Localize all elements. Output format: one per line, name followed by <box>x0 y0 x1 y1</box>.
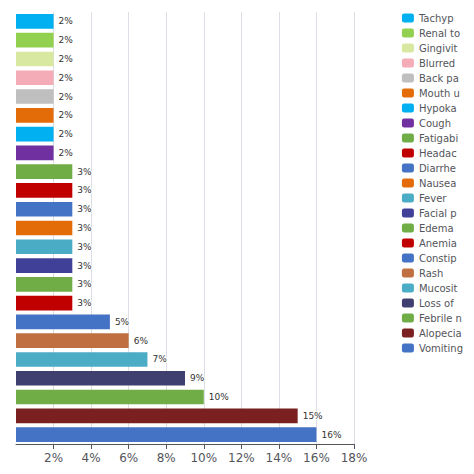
svg-text:2%: 2% <box>59 54 74 64</box>
svg-text:3%: 3% <box>77 242 92 252</box>
svg-text:3%: 3% <box>77 167 92 177</box>
svg-text:Tachyp: Tachyp <box>418 13 454 24</box>
svg-text:15%: 15% <box>303 411 323 421</box>
svg-text:Febrile n: Febrile n <box>419 313 462 324</box>
svg-text:Nausea: Nausea <box>419 178 456 189</box>
svg-text:Facial p: Facial p <box>419 208 457 219</box>
svg-text:Fever: Fever <box>419 193 447 204</box>
svg-text:Back pa: Back pa <box>419 73 459 84</box>
svg-text:Mouth u: Mouth u <box>419 88 460 99</box>
svg-text:Renal to: Renal to <box>419 28 460 39</box>
svg-text:Edema: Edema <box>419 223 454 234</box>
svg-text:2%: 2% <box>44 451 63 465</box>
svg-text:2%: 2% <box>59 129 74 139</box>
svg-text:10%: 10% <box>209 392 229 402</box>
svg-text:Mucosit: Mucosit <box>419 283 458 294</box>
svg-text:Diarrhe: Diarrhe <box>419 163 456 174</box>
svg-text:Headac: Headac <box>419 148 457 159</box>
svg-text:Blurred: Blurred <box>419 58 455 69</box>
svg-text:Vomiting: Vomiting <box>419 343 463 354</box>
svg-text:2%: 2% <box>59 16 74 26</box>
svg-text:3%: 3% <box>77 298 92 308</box>
svg-text:Constip: Constip <box>419 253 457 264</box>
svg-text:Alopecia: Alopecia <box>419 328 462 339</box>
svg-text:3%: 3% <box>77 185 92 195</box>
svg-text:Cough: Cough <box>419 118 451 129</box>
svg-text:Hypoka: Hypoka <box>419 103 457 114</box>
svg-text:14%: 14% <box>266 451 293 465</box>
svg-text:6%: 6% <box>119 451 138 465</box>
svg-text:Gingivit: Gingivit <box>419 43 458 54</box>
svg-text:2%: 2% <box>59 92 74 102</box>
svg-text:8%: 8% <box>157 451 176 465</box>
svg-text:5%: 5% <box>115 317 130 327</box>
svg-text:3%: 3% <box>77 261 92 271</box>
svg-text:6%: 6% <box>134 336 149 346</box>
svg-text:2%: 2% <box>59 73 74 83</box>
svg-text:7%: 7% <box>152 354 167 364</box>
svg-text:3%: 3% <box>77 279 92 289</box>
svg-text:Anemia: Anemia <box>419 238 457 249</box>
svg-text:4%: 4% <box>82 451 101 465</box>
svg-text:3%: 3% <box>77 204 92 214</box>
svg-text:Loss of: Loss of <box>419 298 454 309</box>
svg-text:18%: 18% <box>341 451 368 465</box>
svg-text:2%: 2% <box>59 148 74 158</box>
svg-text:Rash: Rash <box>419 268 443 279</box>
svg-text:2%: 2% <box>59 35 74 45</box>
svg-text:Fatigabi: Fatigabi <box>419 133 458 144</box>
svg-text:2%: 2% <box>59 110 74 120</box>
svg-text:16%: 16% <box>303 451 330 465</box>
svg-text:16%: 16% <box>321 430 341 440</box>
svg-text:10%: 10% <box>190 451 217 465</box>
svg-text:12%: 12% <box>228 451 255 465</box>
svg-text:3%: 3% <box>77 223 92 233</box>
svg-text:9%: 9% <box>190 373 205 383</box>
